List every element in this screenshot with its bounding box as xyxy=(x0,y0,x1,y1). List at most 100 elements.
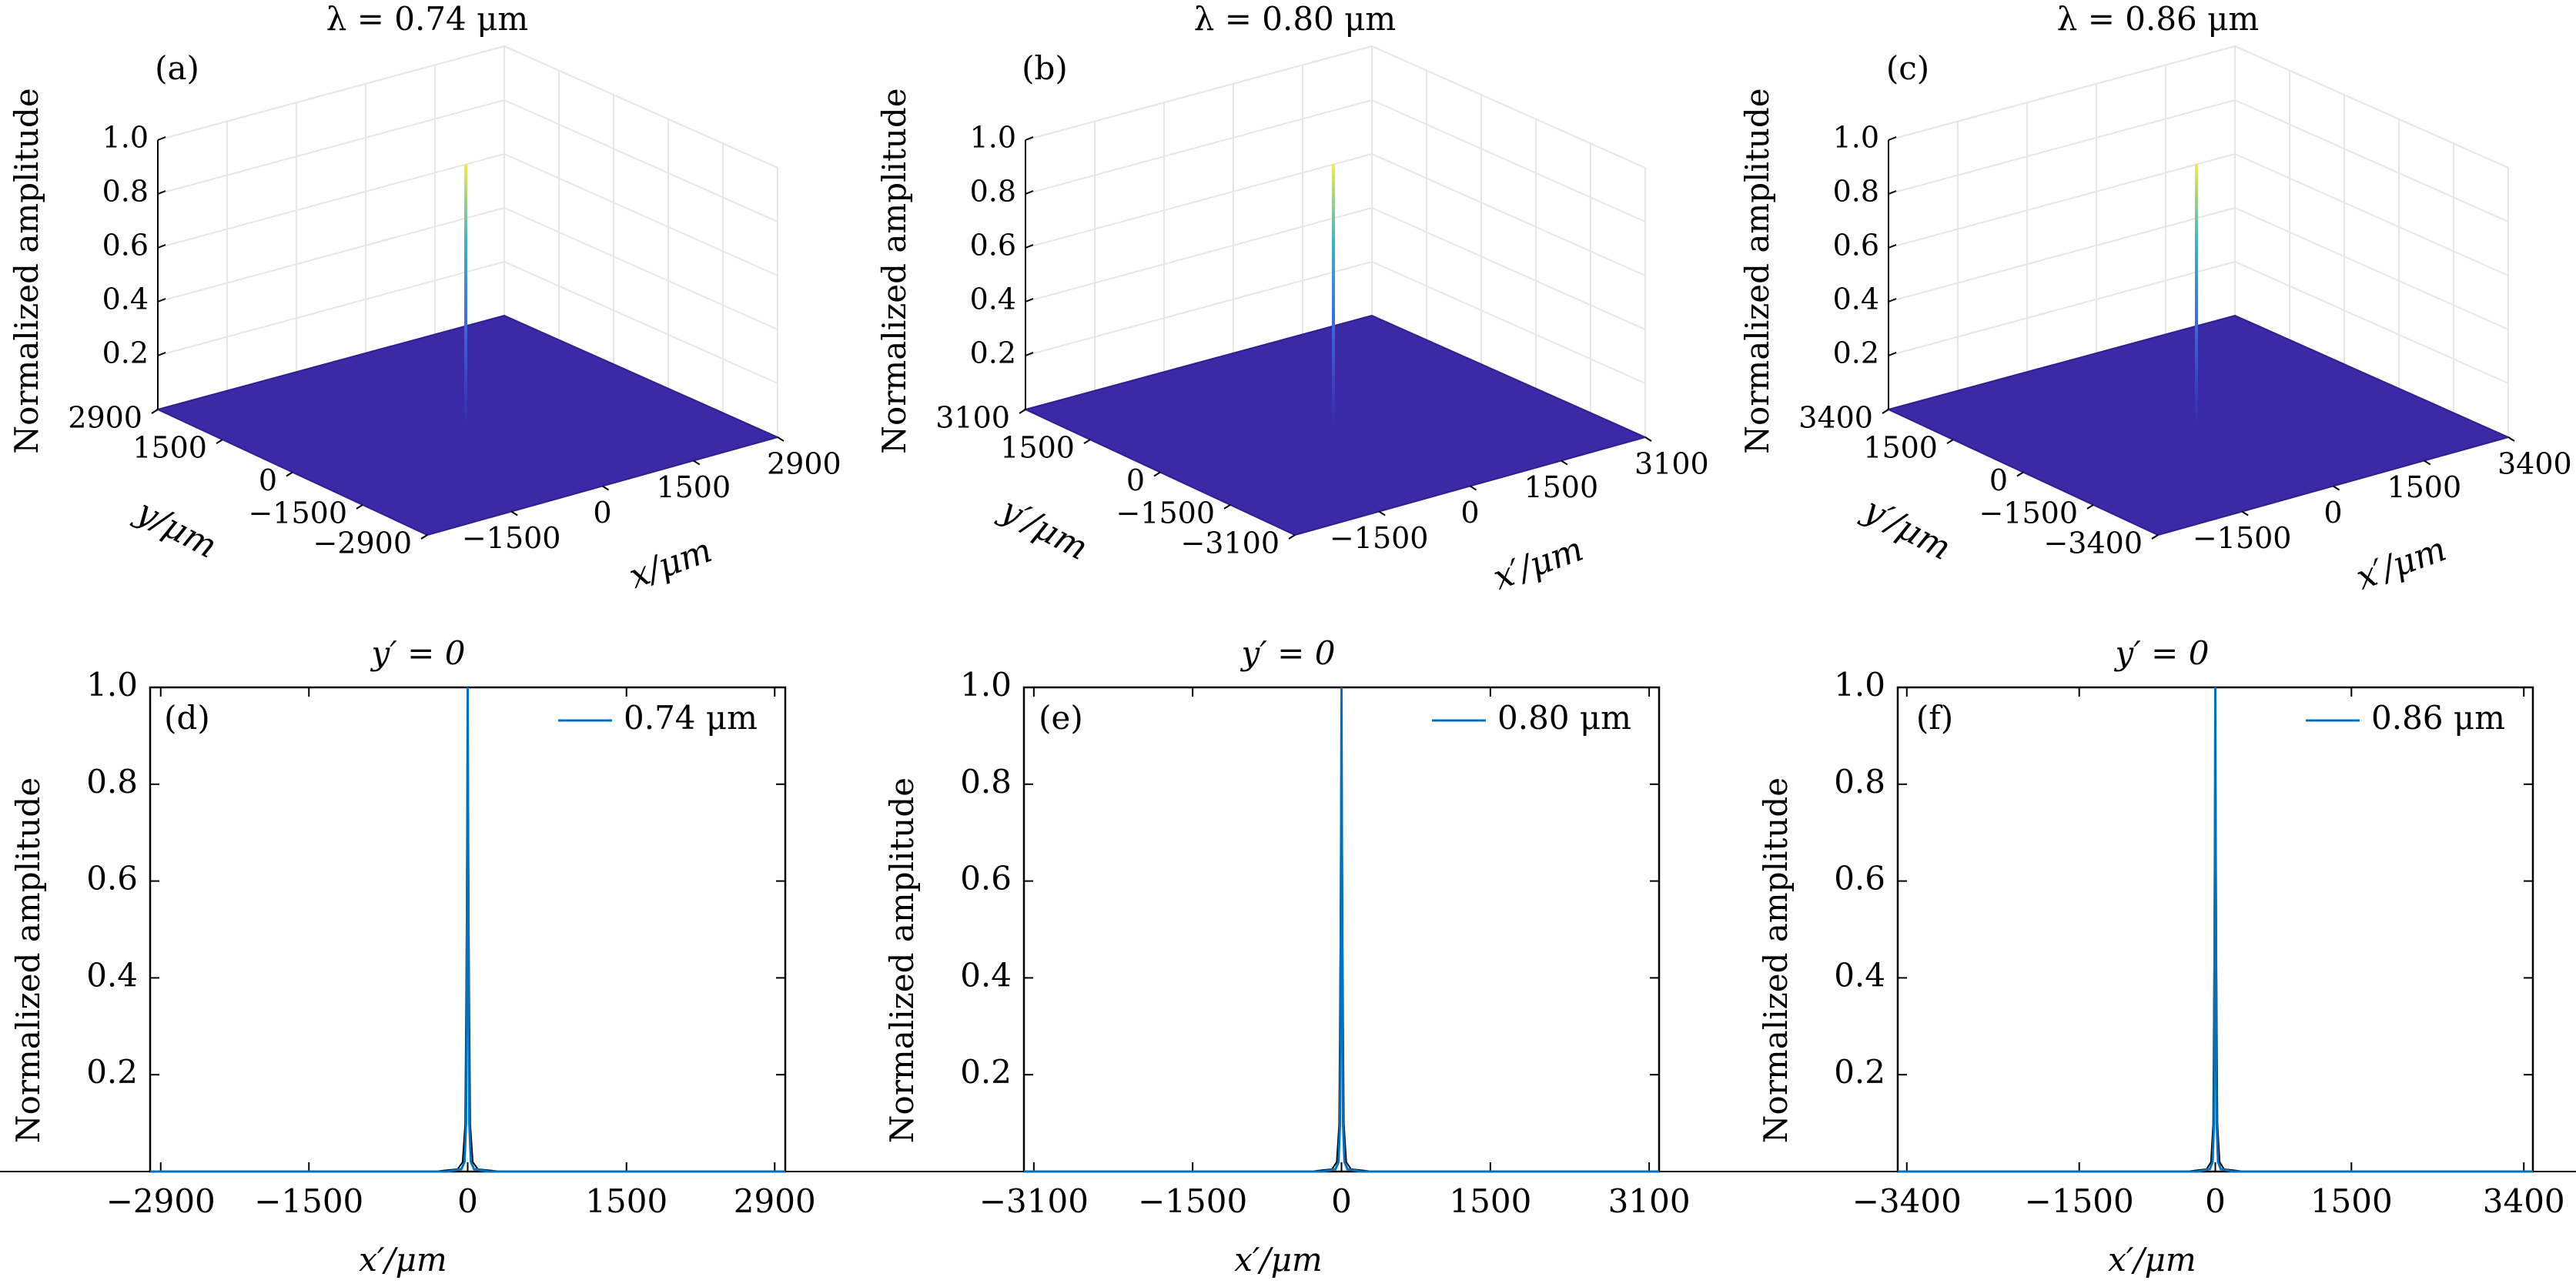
x-tick xyxy=(1378,510,1386,516)
z-gridline xyxy=(503,153,778,276)
y-tick-label: 0 xyxy=(1126,463,1145,497)
x-tick xyxy=(601,485,610,491)
panel-letter: (f) xyxy=(1916,699,1953,737)
x-tick-label: 3100 xyxy=(1634,447,1709,481)
x-axis-label: x′/μm xyxy=(359,1241,447,1279)
x-tick xyxy=(1469,485,1477,491)
x-tick-label: 0 xyxy=(1460,496,1479,530)
x-tick-label: −1500 xyxy=(2193,521,2292,555)
x-tick-label: −1500 xyxy=(462,521,561,555)
x-axis-label: x′/μm xyxy=(2108,1241,2196,1279)
panel-letter: (a) xyxy=(155,49,199,87)
x-tick xyxy=(510,510,518,516)
z-tick xyxy=(157,244,166,249)
x-tick-label: −1500 xyxy=(2025,1182,2134,1220)
z-tick xyxy=(1888,298,1897,303)
y-tick-label: 0.6 xyxy=(1834,860,1885,898)
x-tick xyxy=(1644,436,1652,442)
z-tick xyxy=(157,298,166,303)
y-tick-label: 0.8 xyxy=(1834,763,1885,801)
y-tick-label: 0.4 xyxy=(1834,956,1885,994)
y-tick xyxy=(420,534,428,540)
x-tick xyxy=(777,436,785,442)
x-tick xyxy=(2332,485,2340,491)
x-tick-label: −2900 xyxy=(106,1182,216,1220)
y-tick-label: 1.0 xyxy=(960,666,1012,704)
x-tick-label: 1500 xyxy=(656,470,731,504)
y-tick-label: 0.8 xyxy=(86,763,138,801)
panel-title: y′ = 0 xyxy=(370,634,466,672)
y-tick-label: 0.6 xyxy=(960,860,1012,898)
z-gridline xyxy=(1371,207,1646,330)
z-axis-label: Normalized amplitude xyxy=(8,88,45,453)
y-tick-label: 2900 xyxy=(68,401,142,435)
y-tick xyxy=(1153,471,1161,477)
panel-letter: (e) xyxy=(1039,699,1083,737)
y-tick-label: 1500 xyxy=(132,431,207,465)
y-tick xyxy=(1288,534,1296,540)
z-gridline xyxy=(503,45,778,169)
y-tick xyxy=(1882,409,1889,414)
y-tick xyxy=(2016,471,2024,477)
y-tick-label: 0.2 xyxy=(960,1053,1012,1091)
z-gridline xyxy=(157,99,505,195)
z-tick-label: 0.2 xyxy=(1833,336,1879,370)
panel-title: y′ = 0 xyxy=(1240,634,1336,672)
z-gridline xyxy=(1025,45,1373,141)
y-tick-label: −3100 xyxy=(1180,526,1280,560)
z-gridline xyxy=(1371,153,1646,276)
z-tick xyxy=(1025,352,1034,356)
x-tick-label: 2900 xyxy=(767,447,841,481)
z-gridline xyxy=(1888,261,2236,356)
panel-title: λ = 0.80 μm xyxy=(1194,0,1397,38)
z-gridline xyxy=(2234,261,2509,384)
z-tick-label: 1.0 xyxy=(102,121,149,155)
y-tick xyxy=(1223,504,1231,510)
x-tick-label: 3100 xyxy=(1608,1182,1691,1220)
z-tick-label: 0.6 xyxy=(102,229,149,262)
line-panel-f: 0.2 0.4 0.6 0.8 1.0 −3400 −1500 0 1500 3400 0.86 μ… xyxy=(1707,634,2576,1279)
z-tick xyxy=(157,352,166,356)
y-axis-label: Normalized amplitude xyxy=(9,777,47,1143)
z-gridline xyxy=(157,207,505,303)
z-tick xyxy=(157,190,166,195)
x-tick-label: 1500 xyxy=(2387,470,2461,504)
surface-peak xyxy=(2195,164,2198,426)
series-line xyxy=(1898,687,2533,1173)
z-tick-label: 0.2 xyxy=(970,336,1016,370)
y-tick-label: 1.0 xyxy=(86,666,138,704)
z-tick xyxy=(1888,244,1897,249)
z-tick-label: 0.4 xyxy=(1833,282,1879,316)
z-gridline xyxy=(1025,261,1373,356)
y-tick xyxy=(1083,439,1091,444)
x-tick-label: 0 xyxy=(2323,496,2342,530)
z-gridline xyxy=(1371,45,1646,169)
z-gridline xyxy=(2234,99,2509,222)
y-axis-label: Normalized amplitude xyxy=(1757,777,1795,1143)
panel-title: y′ = 0 xyxy=(2114,634,2210,672)
y-tick-label: −2900 xyxy=(313,526,412,560)
legend-label: 0.80 μm xyxy=(1497,699,1631,737)
panel-title: λ = 0.74 μm xyxy=(326,0,529,38)
legend-label: 0.86 μm xyxy=(2371,699,2505,737)
surface-peak xyxy=(1332,164,1335,426)
z-gridline xyxy=(1025,99,1373,195)
z-gridline xyxy=(157,261,505,356)
x-tick-label: 3400 xyxy=(2483,1182,2565,1220)
z-tick-label: 1.0 xyxy=(970,121,1016,155)
x-axis-label: x/μm xyxy=(624,530,718,597)
x-tick xyxy=(2507,436,2515,442)
x-tick-label: 1500 xyxy=(2310,1182,2393,1220)
x-tick-label: −1500 xyxy=(1330,521,1429,555)
z-tick-label: 0.6 xyxy=(1833,229,1879,262)
y-tick xyxy=(2151,534,2159,540)
x-tick-label: 0 xyxy=(593,496,611,530)
x-tick-label: 2900 xyxy=(734,1182,816,1220)
y-tick-label: 0.2 xyxy=(1834,1053,1885,1091)
y-tick xyxy=(286,471,293,477)
y-tick xyxy=(1019,409,1026,414)
z-gridline xyxy=(157,45,505,141)
y-tick-label: −1500 xyxy=(1116,496,1215,530)
z-tick-label: 0.8 xyxy=(102,175,149,209)
